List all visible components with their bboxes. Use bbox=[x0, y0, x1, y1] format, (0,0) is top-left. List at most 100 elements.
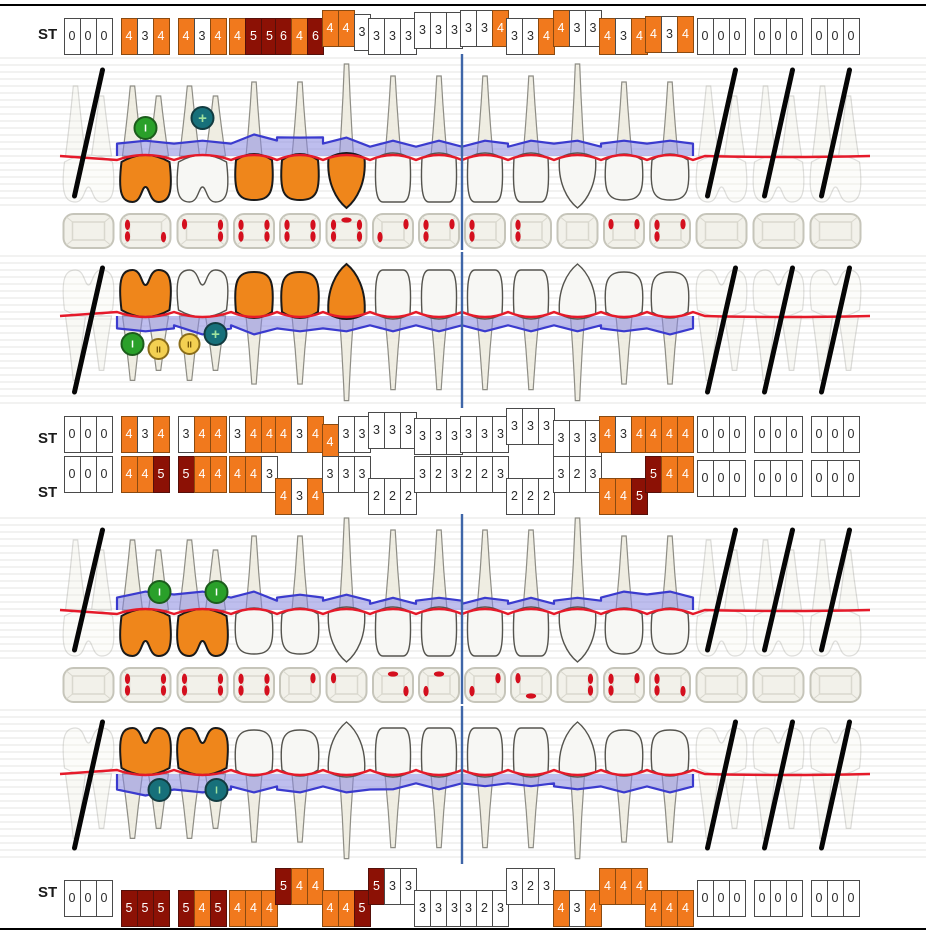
st-cell[interactable]: 4 bbox=[120, 456, 138, 493]
st-cell[interactable]: 3 bbox=[538, 868, 555, 905]
st-cell[interactable]: 4 bbox=[209, 416, 227, 453]
st-cell[interactable]: 2 bbox=[522, 478, 539, 515]
st-cell[interactable]: 3 bbox=[400, 868, 417, 905]
tooth-crown[interactable] bbox=[327, 152, 366, 210]
st-cell[interactable]: 3 bbox=[368, 18, 385, 55]
st-cell[interactable]: 5 bbox=[368, 868, 385, 905]
st-cell[interactable]: 3 bbox=[430, 890, 447, 927]
st-cell[interactable]: 4 bbox=[229, 456, 246, 493]
st-cell[interactable]: 3 bbox=[414, 418, 431, 455]
occlusal-surface-icon[interactable] bbox=[556, 667, 599, 703]
occlusal-surface-icon[interactable] bbox=[695, 667, 748, 703]
st-cell[interactable]: 4 bbox=[599, 18, 616, 55]
occlusal-surface-icon[interactable] bbox=[649, 213, 691, 249]
occlusal-surface-icon[interactable] bbox=[176, 667, 229, 703]
st-cell[interactable]: 0 bbox=[63, 880, 81, 917]
furcation-marker[interactable]: I bbox=[147, 778, 172, 802]
st-cell[interactable]: 0 bbox=[95, 456, 113, 493]
missing-tooth-graphic[interactable] bbox=[809, 727, 862, 839]
st-cell[interactable]: 3 bbox=[492, 890, 509, 927]
st-cell[interactable]: 3 bbox=[368, 412, 385, 449]
tooth-graphic[interactable] bbox=[291, 535, 309, 611]
st-cell[interactable]: 4 bbox=[599, 416, 616, 453]
st-cell[interactable]: 4 bbox=[275, 478, 292, 515]
missing-tooth-graphic[interactable] bbox=[752, 727, 805, 839]
tooth-graphic[interactable] bbox=[384, 75, 402, 157]
st-cell[interactable]: 4 bbox=[677, 890, 694, 927]
st-cell[interactable]: 5 bbox=[136, 890, 154, 927]
st-cell[interactable]: 0 bbox=[810, 460, 828, 497]
tooth-crown[interactable] bbox=[466, 606, 504, 657]
st-cell[interactable]: 0 bbox=[712, 880, 730, 917]
st-cell[interactable]: 2 bbox=[400, 478, 417, 515]
tooth-crown[interactable] bbox=[466, 727, 504, 778]
st-cell[interactable]: 3 bbox=[522, 408, 539, 445]
st-cell[interactable]: 0 bbox=[769, 416, 787, 453]
st-cell[interactable]: 5 bbox=[645, 456, 662, 493]
st-cell[interactable]: 3 bbox=[291, 478, 308, 515]
st-cell[interactable]: 0 bbox=[95, 416, 113, 453]
st-cell[interactable]: 0 bbox=[769, 880, 787, 917]
st-cell[interactable]: 4 bbox=[321, 890, 339, 927]
st-cell[interactable]: 2 bbox=[368, 478, 385, 515]
st-cell[interactable]: 3 bbox=[506, 408, 523, 445]
tooth-crown[interactable] bbox=[374, 727, 412, 778]
st-cell[interactable]: 0 bbox=[63, 18, 81, 55]
tooth-crown[interactable] bbox=[650, 153, 690, 201]
tooth-crown[interactable] bbox=[374, 152, 412, 203]
st-cell[interactable]: 0 bbox=[810, 18, 828, 55]
furcation-marker[interactable]: + bbox=[190, 106, 215, 130]
tooth-crown[interactable] bbox=[420, 152, 458, 203]
st-cell[interactable]: 0 bbox=[826, 880, 844, 917]
st-cell[interactable]: 0 bbox=[712, 18, 730, 55]
tooth-graphic[interactable] bbox=[430, 773, 448, 849]
tooth-graphic[interactable] bbox=[338, 315, 355, 402]
furcation-marker[interactable]: I bbox=[147, 580, 172, 604]
st-cell[interactable]: 4 bbox=[177, 18, 195, 55]
st-cell[interactable]: 3 bbox=[568, 890, 586, 927]
st-cell[interactable]: 5 bbox=[152, 890, 170, 927]
tooth-crown[interactable] bbox=[604, 607, 644, 655]
tooth-crown[interactable] bbox=[119, 608, 172, 658]
st-cell[interactable]: 4 bbox=[291, 868, 308, 905]
st-cell[interactable]: 4 bbox=[552, 890, 570, 927]
occlusal-surface-icon[interactable] bbox=[464, 667, 506, 703]
st-cell[interactable]: 3 bbox=[584, 456, 602, 493]
tooth-crown[interactable] bbox=[176, 726, 229, 776]
tooth-graphic[interactable] bbox=[522, 315, 540, 391]
tooth-crown[interactable] bbox=[234, 729, 274, 777]
furcation-marker[interactable]: I bbox=[133, 116, 158, 140]
st-cell[interactable]: 0 bbox=[842, 460, 860, 497]
tooth-crown[interactable] bbox=[234, 270, 274, 319]
tooth-graphic[interactable] bbox=[430, 529, 448, 611]
st-cell[interactable]: 0 bbox=[79, 456, 97, 493]
st-cell[interactable]: 0 bbox=[785, 460, 803, 497]
st-cell[interactable]: 0 bbox=[95, 18, 113, 55]
st-cell[interactable]: 4 bbox=[193, 456, 211, 493]
tooth-graphic[interactable] bbox=[476, 75, 494, 157]
tooth-graphic[interactable] bbox=[338, 773, 355, 860]
occlusal-surface-icon[interactable] bbox=[649, 667, 691, 703]
tooth-graphic[interactable] bbox=[338, 63, 355, 157]
st-cell[interactable]: 4 bbox=[661, 456, 678, 493]
st-cell[interactable]: 0 bbox=[696, 18, 714, 55]
occlusal-surface-icon[interactable] bbox=[510, 667, 552, 703]
st-cell[interactable]: 3 bbox=[353, 456, 371, 493]
occlusal-surface-icon[interactable] bbox=[372, 213, 414, 249]
st-cell[interactable]: 2 bbox=[430, 456, 447, 493]
tooth-crown[interactable] bbox=[512, 727, 550, 778]
st-cell[interactable]: 3 bbox=[615, 18, 632, 55]
occlusal-surface-icon[interactable] bbox=[372, 667, 414, 703]
st-cell[interactable]: 2 bbox=[460, 456, 477, 493]
occlusal-surface-icon[interactable] bbox=[279, 213, 321, 249]
st-cell[interactable]: 3 bbox=[414, 890, 431, 927]
occlusal-surface-icon[interactable] bbox=[176, 213, 229, 249]
st-cell[interactable]: 0 bbox=[769, 460, 787, 497]
tooth-crown[interactable] bbox=[280, 729, 320, 777]
st-cell[interactable]: 4 bbox=[661, 416, 678, 453]
st-cell[interactable]: 3 bbox=[476, 416, 493, 453]
st-cell[interactable]: 0 bbox=[810, 416, 828, 453]
st-cell[interactable]: 3 bbox=[506, 868, 523, 905]
st-cell[interactable]: 3 bbox=[193, 18, 211, 55]
furcation-marker[interactable]: I bbox=[204, 778, 229, 802]
